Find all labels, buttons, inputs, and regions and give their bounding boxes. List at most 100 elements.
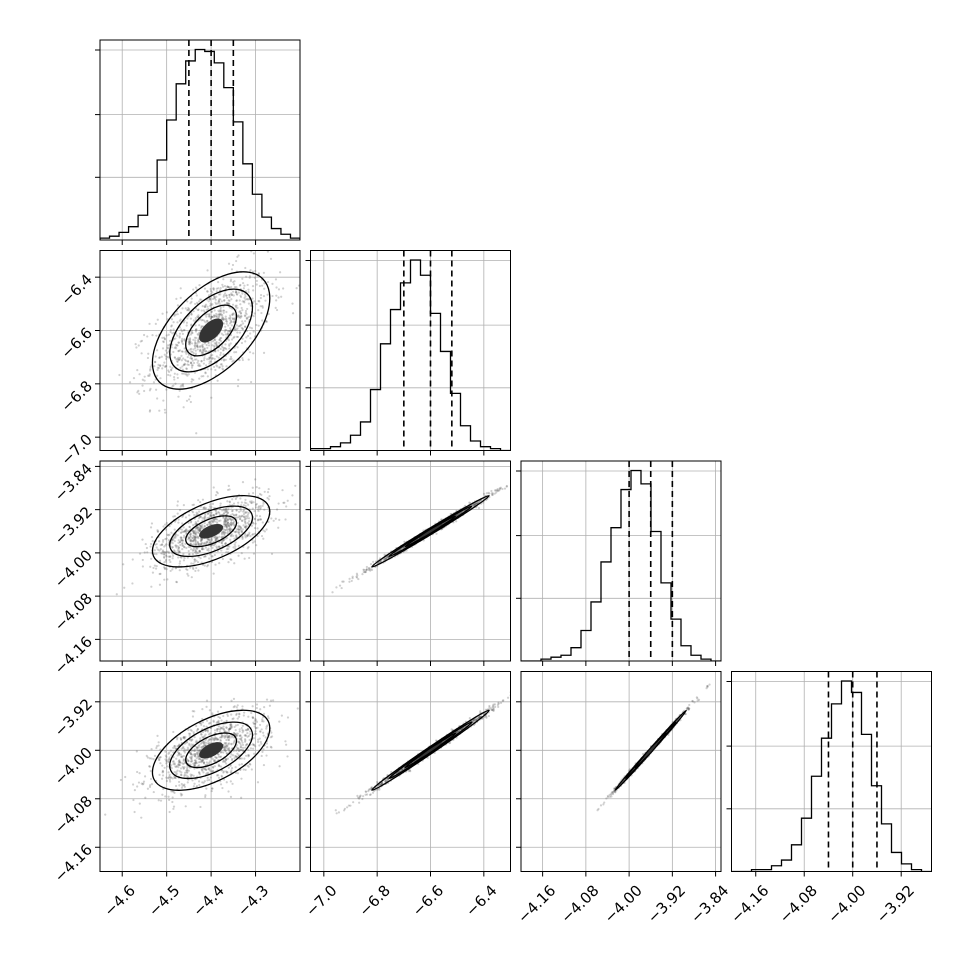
scatter-point [232,336,235,340]
scatter-point [164,551,167,554]
scatter-point [197,531,200,535]
scatter-point [246,513,250,516]
scatter-point [268,495,271,498]
scatter-point [286,716,290,719]
scatter-point [259,296,262,300]
scatter-point [242,300,246,303]
scatter-point [225,318,228,321]
scatter-point [240,514,243,518]
scatter-point [178,562,181,565]
scatter-point [246,743,249,746]
scatter-point [265,698,269,701]
scatter-point [211,520,214,523]
scatter-point [250,711,253,715]
scatter-point [226,296,229,299]
scatter-point [182,736,185,739]
scatter-point [232,281,235,284]
scatter-point [200,538,204,541]
scatter-point [189,540,192,543]
scatter-point [205,315,208,318]
scatter-point [197,754,200,758]
scatter-point [187,360,190,363]
scatter-point [163,338,166,341]
scatter-point [200,722,203,725]
scatter-point [243,738,247,741]
scatter-point [236,293,239,296]
scatter-point [146,356,150,360]
scatter-point [229,755,232,758]
scatter-point [213,765,216,768]
scatter-point [199,526,202,529]
scatter-point [225,519,228,522]
scatter-point [255,720,259,723]
scatter-point [186,360,190,363]
scatter-point [199,805,202,809]
scatter-point [159,762,162,765]
scatter-point [206,375,209,378]
scatter-point [204,795,207,799]
scatter-point [137,781,141,784]
scatter-point [440,518,443,521]
scatter-point [175,772,178,776]
scatter-point [195,526,198,529]
scatter-point [386,555,389,558]
scatter-point [224,517,227,520]
scatter-point [207,341,210,345]
scatter-point [249,733,252,736]
scatter-point [194,532,197,535]
scatter-point [202,725,206,728]
scatter-point [249,380,253,384]
scatter-point [176,750,179,754]
scatter-point [224,531,227,534]
scatter-point [184,530,187,533]
scatter-point [228,528,232,531]
scatter-point [224,508,227,511]
scatter-point [171,385,174,388]
scatter-point [235,508,238,512]
scatter-point [367,568,370,572]
scatter-point [171,760,175,763]
scatter-point [226,713,229,716]
scatter-point [378,788,381,791]
scatter-point [482,492,486,495]
scatter-point [176,344,179,347]
scatter-point [228,343,231,346]
scatter-point [192,531,195,535]
scatter-point [170,764,173,767]
scatter-point [169,749,173,752]
scatter-point [189,534,192,538]
y-tick-label: −3.92 [51,695,96,740]
scatter-point [151,540,154,543]
scatter-point [206,565,209,568]
scatter-point [243,314,246,317]
y-tick-label: −3.84 [51,460,96,505]
scatter-point [181,372,184,375]
scatter-point [179,773,183,776]
scatter-point [208,521,211,524]
scatter-point [164,528,168,531]
scatter-point [163,337,167,340]
scatter-point [244,311,247,314]
scatter-point [266,280,270,284]
scatter-point [383,557,386,560]
scatter-point [190,366,194,369]
scatter-point [198,529,201,532]
scatter-point [362,570,365,574]
scatter-point [161,312,164,315]
scatter-point [282,287,285,290]
scatter-point [219,519,222,522]
scatter-point [215,511,218,515]
scatter-point [225,751,228,755]
scatter-point [205,705,208,708]
scatter-point [217,519,221,523]
scatter-point [193,560,196,563]
scatter-point [259,730,262,733]
scatter-point [173,346,176,350]
scatter-point [176,736,179,739]
scatter-point [187,306,190,310]
scatter-point [227,317,230,320]
scatter-point [247,288,250,291]
scatter-point [168,757,171,761]
scatter-point [196,536,200,539]
scatter-point [174,346,177,349]
